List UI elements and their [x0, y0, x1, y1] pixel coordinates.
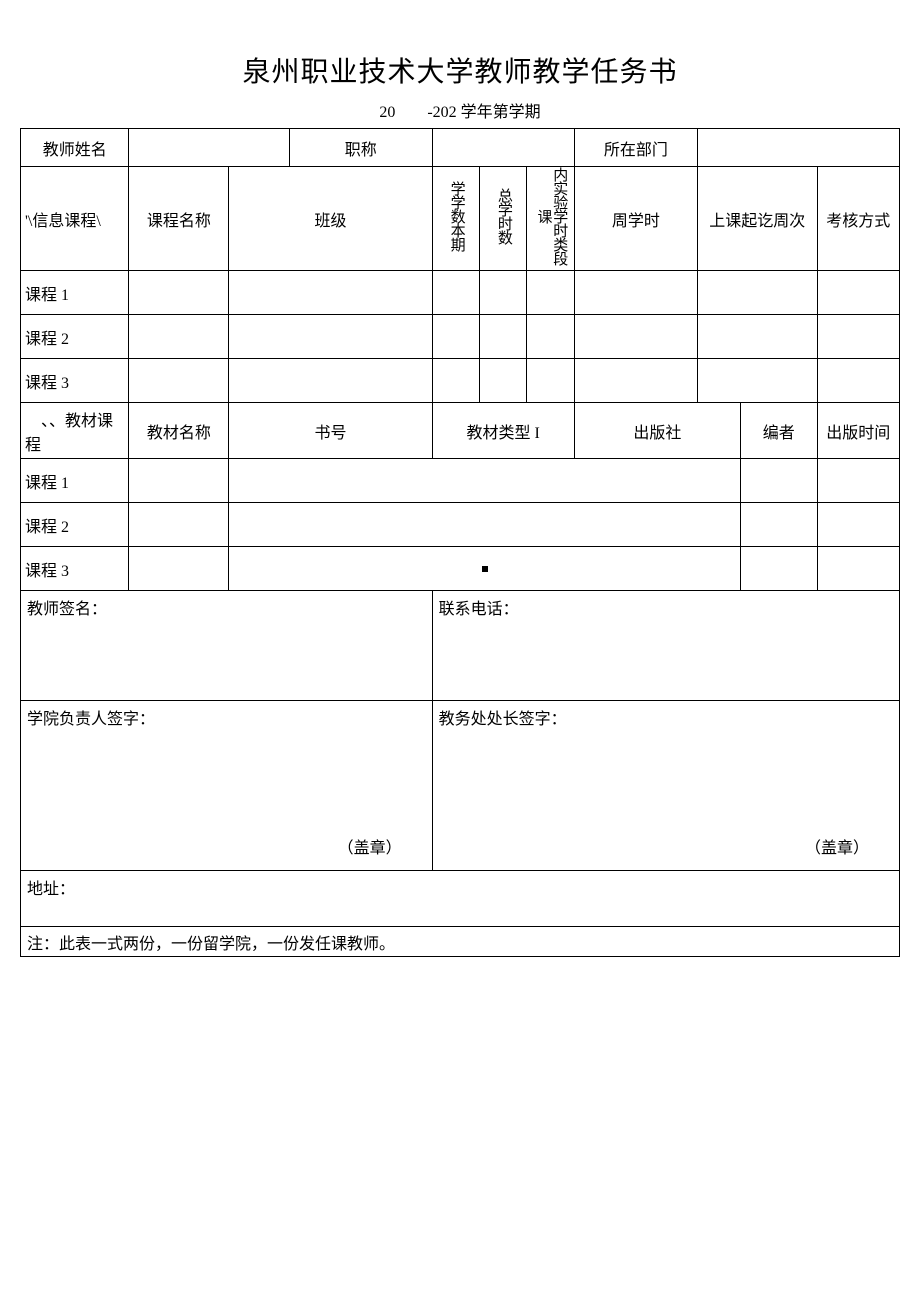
cell: [229, 547, 741, 591]
cell: [129, 315, 229, 359]
cell: [229, 359, 432, 403]
week-hours-label: 周学时: [574, 167, 697, 271]
course-label: 课程 2: [21, 503, 129, 547]
stamp-label: （盖章）: [338, 834, 402, 858]
dept-label: 所在部门: [574, 129, 697, 167]
cell: [229, 271, 432, 315]
cell: [698, 359, 817, 403]
cell: [229, 503, 741, 547]
exp-hours-label: 内实验学时类段课: [527, 167, 575, 271]
cell: [698, 271, 817, 315]
cell: [479, 359, 526, 403]
doc-title: 泉州职业技术大学教师教学任务书: [20, 50, 900, 90]
course-label: 课程 2: [21, 315, 129, 359]
cell: [229, 459, 741, 503]
cell: [527, 359, 575, 403]
cell: [817, 503, 899, 547]
course-label: 课程 3: [21, 359, 129, 403]
course-info-row: 课程 1: [21, 271, 900, 315]
dean-signature: 学院负责人签字： （盖章）: [21, 701, 433, 871]
info-course-label: '\信息课程\: [21, 167, 129, 271]
class-label: 班级: [229, 167, 432, 271]
doc-subtitle: 20 -202 学年第学期: [20, 98, 900, 122]
job-title-value: [432, 129, 574, 167]
course-name-label: 课程名称: [129, 167, 229, 271]
textbook-name-label: 教材名称: [129, 403, 229, 459]
cell: [574, 271, 697, 315]
cell: [817, 271, 899, 315]
cell: [129, 503, 229, 547]
isbn-label: 书号: [229, 403, 432, 459]
cell: [479, 315, 526, 359]
cell: [741, 503, 818, 547]
phone: 联系电话：: [432, 591, 899, 701]
assess-label: 考核方式: [817, 167, 899, 271]
course-info-row: 课程 2: [21, 315, 900, 359]
cell: [229, 315, 432, 359]
textbook-row: 课程 3: [21, 547, 900, 591]
textbook-type-label: 教材类型 I: [432, 403, 574, 459]
cell: [129, 459, 229, 503]
cell: [698, 315, 817, 359]
sem-hours-label: 学学数本期: [432, 167, 479, 271]
textbook-header: 、、教材课程 教材名称 书号 教材类型 I 出版社 编者 出版时间: [21, 403, 900, 459]
cell: [574, 315, 697, 359]
course-label: 课程 3: [21, 547, 129, 591]
total-hours-label: 总学时数: [479, 167, 526, 271]
textbook-course-label: 、、教材课程: [21, 403, 129, 459]
textbook-row: 课程 1: [21, 459, 900, 503]
cell: [817, 459, 899, 503]
dot-icon: [482, 566, 488, 572]
cell: [432, 315, 479, 359]
author-label: 编者: [741, 403, 818, 459]
signature-row-1: 教师签名： 联系电话：: [21, 591, 900, 701]
note-row: 注：此表一式两份，一份留学院，一份发任课教师。: [21, 927, 900, 957]
cell: [741, 547, 818, 591]
week-range-label: 上课起讫周次: [698, 167, 817, 271]
registrar-sig-label: 教务处处长签字：: [439, 711, 567, 728]
cell: [527, 271, 575, 315]
course-label: 课程 1: [21, 271, 129, 315]
teacher-signature: 教师签名：: [21, 591, 433, 701]
main-table: 教师姓名 职称 所在部门 '\信息课程\ 课程名称 班级 学学数本期 总学时数 …: [20, 128, 900, 957]
teacher-name-value: [129, 129, 289, 167]
dept-value: [698, 129, 900, 167]
cell: [574, 359, 697, 403]
address-row: 地址：: [21, 871, 900, 927]
cell: [527, 315, 575, 359]
cell: [817, 359, 899, 403]
address-label: 地址：: [21, 871, 900, 927]
dean-sig-label: 学院负责人签字：: [27, 711, 155, 728]
teacher-name-label: 教师姓名: [21, 129, 129, 167]
pub-date-label: 出版时间: [817, 403, 899, 459]
course-info-row: 课程 3: [21, 359, 900, 403]
note-text: 注：此表一式两份，一份留学院，一份发任课教师。: [21, 927, 900, 957]
publisher-label: 出版社: [574, 403, 740, 459]
registrar-signature: 教务处处长签字： （盖章）: [432, 701, 899, 871]
cell: [817, 547, 899, 591]
cell: [129, 271, 229, 315]
signature-row-2: 学院负责人签字： （盖章） 教务处处长签字： （盖章）: [21, 701, 900, 871]
cell: [432, 359, 479, 403]
course-info-header: '\信息课程\ 课程名称 班级 学学数本期 总学时数 内实验学时类段课 周学时 …: [21, 167, 900, 271]
cell: [129, 547, 229, 591]
header-row-1: 教师姓名 职称 所在部门: [21, 129, 900, 167]
cell: [129, 359, 229, 403]
job-title-label: 职称: [289, 129, 432, 167]
course-label: 课程 1: [21, 459, 129, 503]
textbook-row: 课程 2: [21, 503, 900, 547]
cell: [741, 459, 818, 503]
cell: [817, 315, 899, 359]
stamp-label: （盖章）: [805, 834, 869, 858]
cell: [432, 271, 479, 315]
cell: [479, 271, 526, 315]
